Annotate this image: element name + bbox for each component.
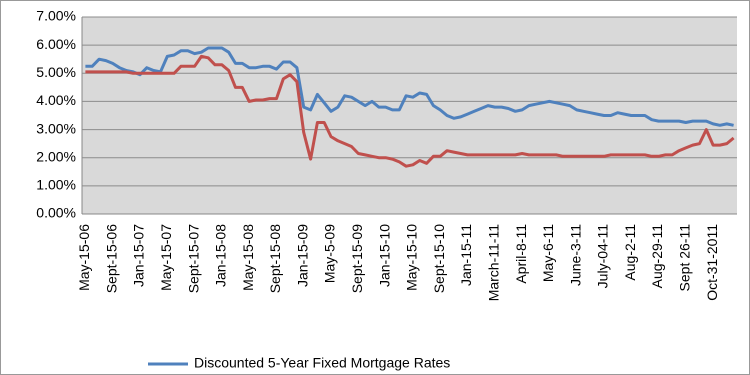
y-tick-label: 6.00% xyxy=(36,36,76,52)
x-tick-label: May-15-07 xyxy=(158,224,174,291)
x-tick-label: April-8-11 xyxy=(513,224,529,284)
series-line xyxy=(85,54,735,168)
y-tick-label: 5.00% xyxy=(36,64,76,80)
series-line xyxy=(85,46,734,127)
x-tick-label: Sept-15-06 xyxy=(103,224,119,293)
x-tick-label: May-15-10 xyxy=(404,224,420,291)
x-tick-label: Sept 26-11 xyxy=(677,224,693,292)
x-tick-label: May-5-09 xyxy=(322,224,338,283)
x-tick-label: March-11-11 xyxy=(485,224,501,302)
x-tick-label: Jan-15-10 xyxy=(376,224,392,287)
x-tick-label: Aug-2-11 xyxy=(622,224,638,281)
x-tick-label: Sept-15-09 xyxy=(349,224,365,293)
legend-label: Discounted 5-Year Fixed Mortgage Rates xyxy=(194,355,450,371)
y-tick-label: 2.00% xyxy=(36,148,76,164)
x-tick-label: Jan-15-09 xyxy=(294,224,310,287)
x-tick-label: May-15-06 xyxy=(76,224,92,291)
x-tick-label: Sept-15-07 xyxy=(185,224,201,293)
y-tick-label: 1.00% xyxy=(36,177,76,193)
x-tick-label: June-3-11 xyxy=(567,224,583,286)
y-tick-label: 0.00% xyxy=(36,205,76,221)
x-tick-label: Jan-15-08 xyxy=(213,224,229,287)
x-tick-label: Jan-15-11 xyxy=(458,224,474,286)
y-tick-label: 4.00% xyxy=(36,92,76,108)
y-tick-label: 7.00% xyxy=(36,8,76,24)
x-tick-label: Sept-15-08 xyxy=(267,224,283,293)
x-tick-label: Jan-15-07 xyxy=(131,224,147,287)
x-tick-label: Oct-31-2011 xyxy=(704,224,720,301)
x-tick-label: Aug-29-11 xyxy=(649,224,665,289)
x-tick-label: May-6-11 xyxy=(540,224,556,282)
x-tick-label: May-15-08 xyxy=(240,224,256,291)
x-tick-label: July-04-11 xyxy=(595,224,611,289)
y-tick-label: 3.00% xyxy=(36,120,76,136)
x-tick-label: Sept-15-10 xyxy=(431,224,447,293)
